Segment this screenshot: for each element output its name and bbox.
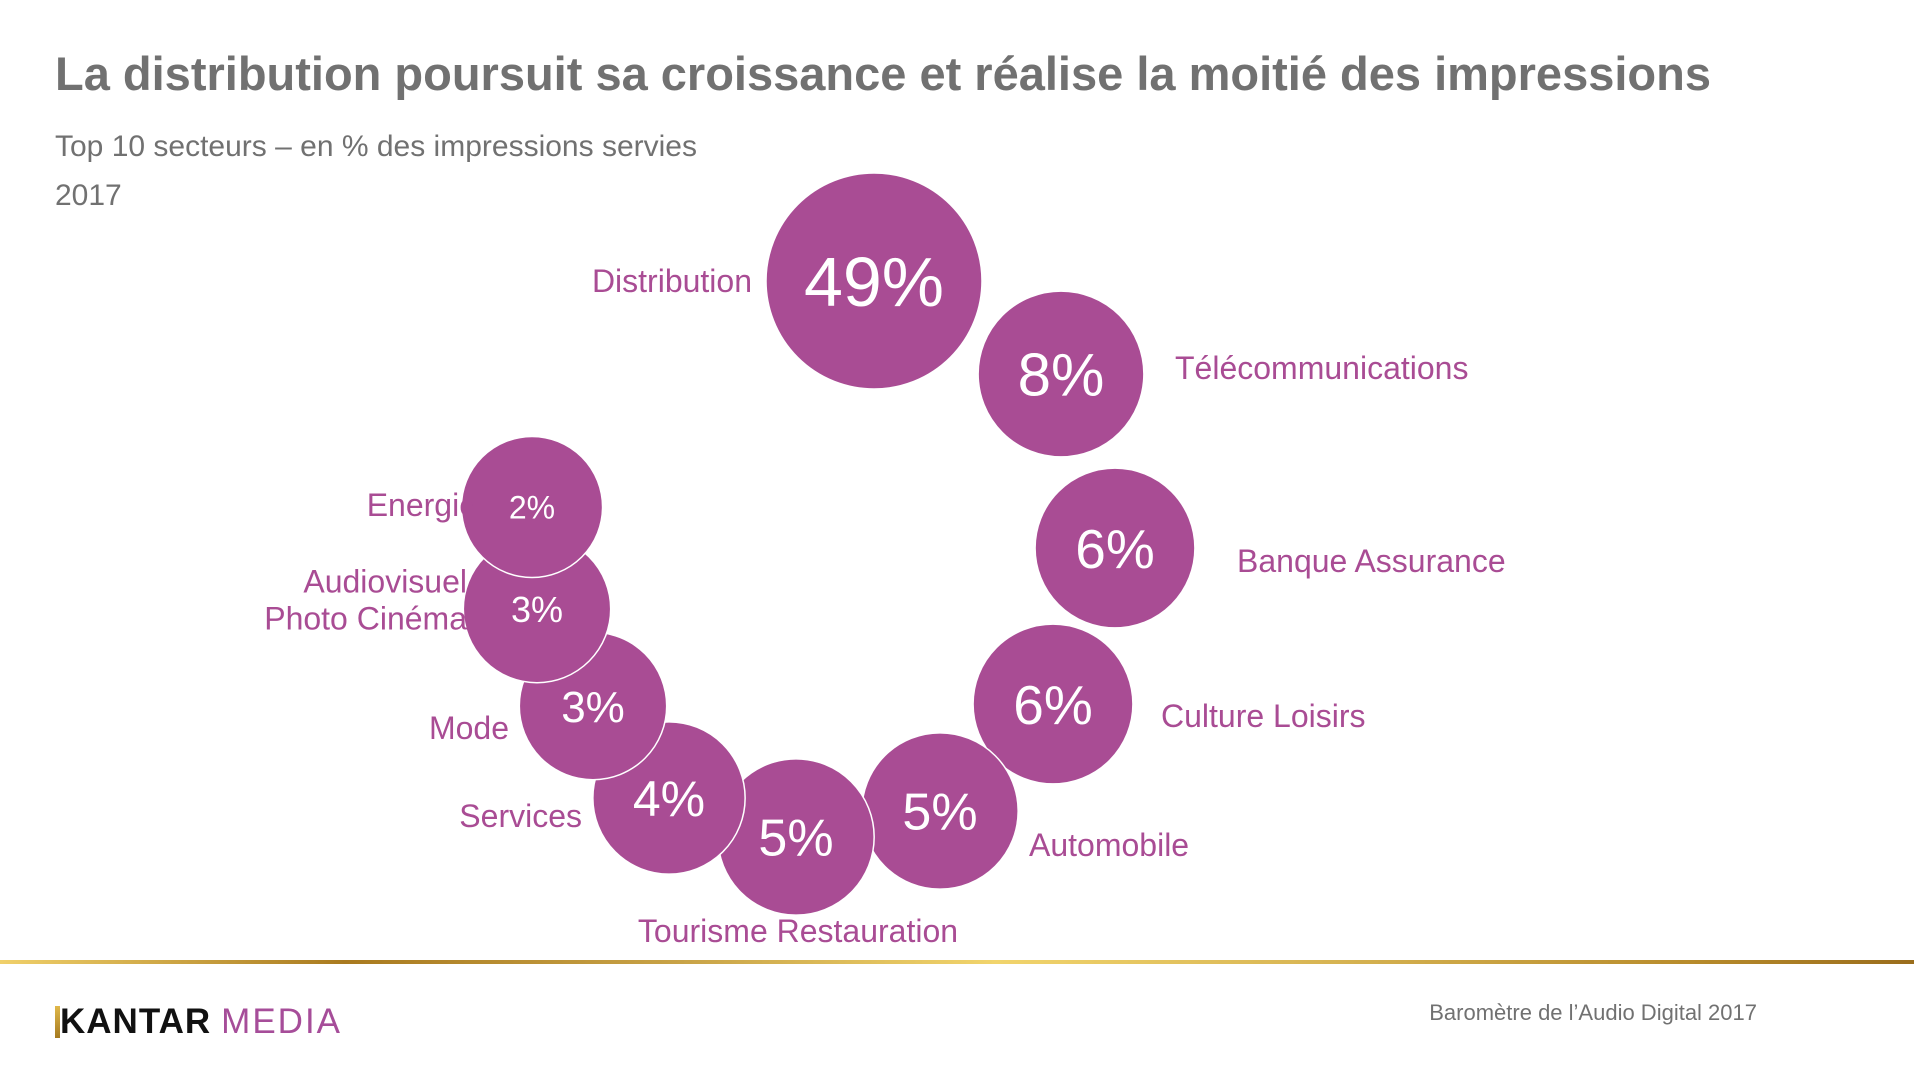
category-label: Automobile <box>1029 827 1189 863</box>
category-label: Culture Loisirs <box>1161 698 1366 734</box>
bubble-value-label: 6% <box>1013 674 1093 736</box>
category-label: Banque Assurance <box>1237 543 1506 579</box>
bubble-culture-loisirs: 6% Culture Loisirs <box>972 623 1366 785</box>
category-label: Télécommunications <box>1175 350 1468 386</box>
category-label: Audiovisuel <box>303 564 467 600</box>
bubble-distribution: 49% Distribution <box>592 172 983 390</box>
bubble-circle <box>1034 467 1196 629</box>
bubble-circle <box>460 435 604 579</box>
category-label: Services <box>459 798 582 834</box>
logo-kantar-text: KANTAR <box>60 1002 212 1041</box>
bubble-value-label: 8% <box>1018 342 1105 409</box>
bubble-circle <box>977 290 1145 458</box>
bubble-value-label: 5% <box>902 784 977 842</box>
bubble-value-label: 5% <box>758 810 833 868</box>
bubble-circle <box>972 623 1134 785</box>
bubble-value-label: 49% <box>804 243 944 321</box>
bubble-value-label: 4% <box>633 771 705 827</box>
bubble-value-label: 2% <box>509 490 555 526</box>
logo-media-text: MEDIA <box>221 1002 343 1041</box>
bubble-banque-assurance: 6% Banque Assurance <box>1034 467 1506 629</box>
category-label: Distribution <box>592 263 752 299</box>
page-title: La distribution poursuit sa croissance e… <box>55 47 1711 100</box>
bubble-tourisme-restauration: 5% Tourisme Restauration <box>638 758 958 949</box>
bubble-energie: 2% Energie <box>367 435 604 579</box>
bubble-value-label: 6% <box>1075 518 1155 580</box>
footer-divider <box>0 960 1914 964</box>
category-label: Tourisme Restauration <box>638 913 958 949</box>
bubble-value-label: 3% <box>511 589 563 630</box>
bubble-circle <box>765 172 983 390</box>
chart-subtitle: Top 10 secteurs – en % des impressions s… <box>55 130 697 163</box>
logo-accent-bar <box>55 1006 60 1038</box>
category-label: Energie <box>367 487 477 523</box>
category-label: Mode <box>429 710 509 746</box>
kantar-media-logo: KANTAR MEDIA <box>55 1002 342 1042</box>
chart-year: 2017 <box>55 179 122 212</box>
footer-source: Baromètre de l’Audio Digital 2017 <box>1429 1000 1757 1025</box>
category-label: Photo Cinéma <box>264 601 467 637</box>
bubble-value-label: 3% <box>561 683 625 732</box>
bubble-telecommunications: 8% Télécommunications <box>977 290 1468 458</box>
